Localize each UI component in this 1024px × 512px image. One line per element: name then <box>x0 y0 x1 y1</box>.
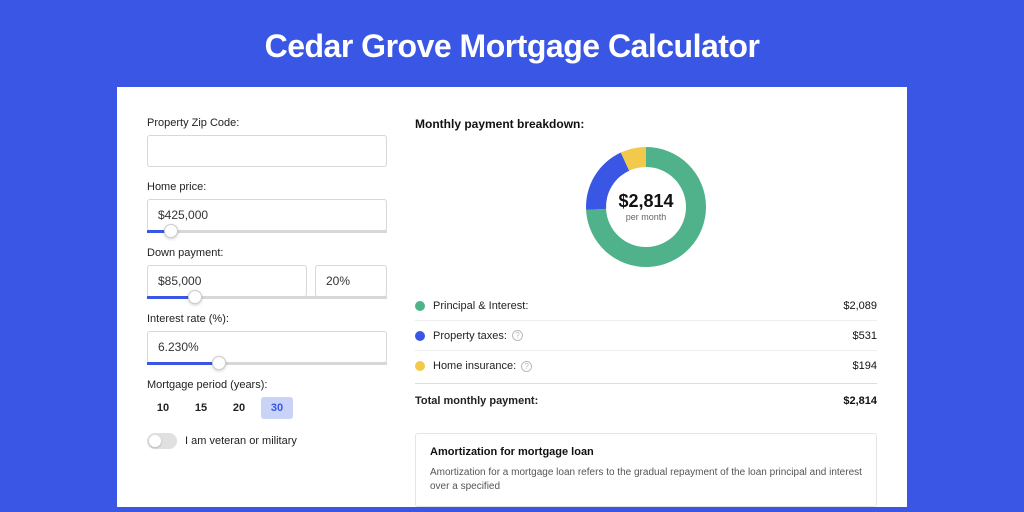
veteran-row: I am veteran or military <box>147 433 387 449</box>
rate-label: Interest rate (%): <box>147 313 387 325</box>
period-option-15[interactable]: 15 <box>185 397 217 419</box>
veteran-toggle[interactable] <box>147 433 177 449</box>
period-option-20[interactable]: 20 <box>223 397 255 419</box>
price-input[interactable] <box>147 199 387 231</box>
legend: Principal & Interest: $2,089 Property taxe… <box>415 291 877 381</box>
period-option-30[interactable]: 30 <box>261 397 293 419</box>
price-label: Home price: <box>147 181 387 193</box>
period-option-10[interactable]: 10 <box>147 397 179 419</box>
period-field: Mortgage period (years): 10 15 20 30 <box>147 379 387 419</box>
donut-center-sub: per month <box>626 212 667 222</box>
legend-row-tax: Property taxes:? $531 <box>415 321 877 351</box>
period-label: Mortgage period (years): <box>147 379 387 391</box>
price-slider[interactable] <box>147 230 387 233</box>
down-amount-input[interactable] <box>147 265 307 297</box>
breakdown-title: Monthly payment breakdown: <box>415 117 877 131</box>
down-pct-input[interactable] <box>315 265 387 297</box>
legend-label-pi: Principal & Interest: <box>433 300 528 312</box>
legend-row-ins: Home insurance:? $194 <box>415 351 877 381</box>
form-panel: Property Zip Code: Home price: Down paym… <box>147 117 387 507</box>
rate-field: Interest rate (%): <box>147 313 387 365</box>
total-value: $2,814 <box>843 395 877 407</box>
donut-center-amount: $2,814 <box>618 191 673 211</box>
veteran-label: I am veteran or military <box>185 435 297 447</box>
legend-label-tax: Property taxes: <box>433 330 507 342</box>
legend-dot-pi <box>415 301 425 311</box>
zip-field: Property Zip Code: <box>147 117 387 167</box>
amortization-title: Amortization for mortgage loan <box>430 446 862 458</box>
down-label: Down payment: <box>147 247 387 259</box>
amortization-box: Amortization for mortgage loan Amortizat… <box>415 433 877 507</box>
amortization-text: Amortization for a mortgage loan refers … <box>430 466 862 494</box>
legend-total-row: Total monthly payment: $2,814 <box>415 383 877 417</box>
price-field: Home price: <box>147 181 387 233</box>
legend-value-pi: $2,089 <box>843 300 877 312</box>
legend-dot-ins <box>415 361 425 371</box>
zip-label: Property Zip Code: <box>147 117 387 129</box>
total-label: Total monthly payment: <box>415 395 538 407</box>
legend-dot-tax <box>415 331 425 341</box>
donut-chart: $2,814 per month <box>415 145 877 269</box>
zip-input[interactable] <box>147 135 387 167</box>
legend-label-ins: Home insurance: <box>433 360 516 372</box>
legend-value-ins: $194 <box>853 360 877 372</box>
rate-input[interactable] <box>147 331 387 363</box>
calculator-card: Property Zip Code: Home price: Down paym… <box>117 87 907 507</box>
price-slider-thumb[interactable] <box>164 224 178 238</box>
info-icon[interactable]: ? <box>512 330 523 341</box>
breakdown-panel: Monthly payment breakdown: $2,814 per mo… <box>415 117 877 507</box>
info-icon[interactable]: ? <box>521 361 532 372</box>
legend-value-tax: $531 <box>853 330 877 342</box>
down-slider[interactable] <box>147 296 387 299</box>
page-title: Cedar Grove Mortgage Calculator <box>0 0 1024 87</box>
down-slider-thumb[interactable] <box>188 290 202 304</box>
down-field: Down payment: <box>147 247 387 299</box>
legend-row-pi: Principal & Interest: $2,089 <box>415 291 877 321</box>
rate-slider[interactable] <box>147 362 387 365</box>
rate-slider-thumb[interactable] <box>212 356 226 370</box>
